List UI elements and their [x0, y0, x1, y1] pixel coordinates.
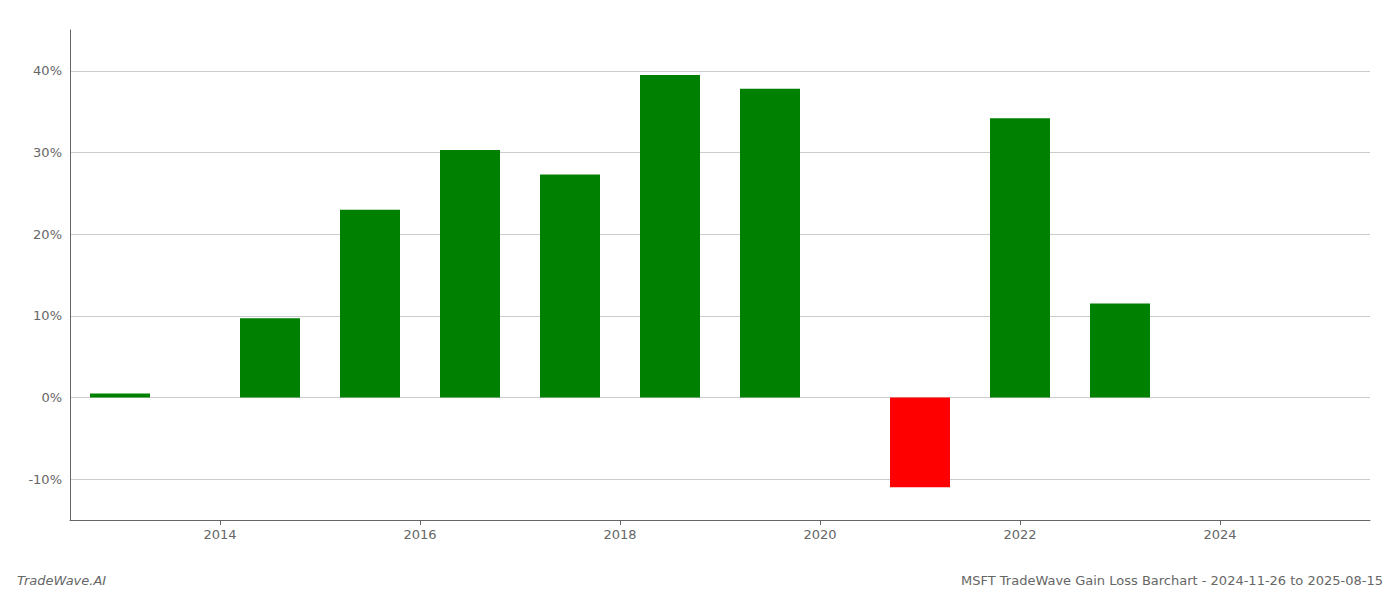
svg-text:20%: 20% — [33, 227, 62, 242]
svg-text:2016: 2016 — [403, 527, 436, 542]
svg-text:2020: 2020 — [803, 527, 836, 542]
svg-text:10%: 10% — [33, 308, 62, 323]
svg-text:MSFT TradeWave Gain Loss Barch: MSFT TradeWave Gain Loss Barchart - 2024… — [961, 573, 1383, 588]
svg-text:-10%: -10% — [28, 472, 62, 487]
svg-text:2018: 2018 — [603, 527, 636, 542]
svg-text:2014: 2014 — [203, 527, 236, 542]
svg-text:40%: 40% — [33, 63, 62, 78]
svg-text:2022: 2022 — [1003, 527, 1036, 542]
svg-text:0%: 0% — [41, 390, 62, 405]
svg-text:TradeWave.AI: TradeWave.AI — [17, 573, 106, 588]
svg-text:30%: 30% — [33, 145, 62, 160]
svg-text:2024: 2024 — [1203, 527, 1236, 542]
